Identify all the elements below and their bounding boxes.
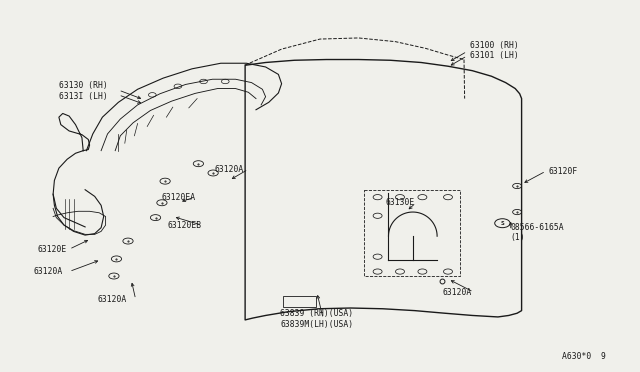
Text: 63839 (RH)(USA)
63839M(LH)(USA): 63839 (RH)(USA) 63839M(LH)(USA) <box>280 309 353 328</box>
Text: 63120A: 63120A <box>214 165 244 174</box>
Bar <box>283 296 316 307</box>
Text: S: S <box>500 221 504 226</box>
Text: 63120A: 63120A <box>97 295 127 304</box>
Text: 63120F: 63120F <box>548 167 578 176</box>
Text: 63120A: 63120A <box>443 288 472 296</box>
Text: 63130E: 63130E <box>386 198 415 207</box>
Text: 63120EB: 63120EB <box>168 221 202 230</box>
Text: 63130 (RH)
6313I (LH): 63130 (RH) 6313I (LH) <box>59 81 108 101</box>
Text: A630*0  9: A630*0 9 <box>562 352 606 360</box>
Text: 63120A: 63120A <box>33 267 63 276</box>
Text: 63120EA: 63120EA <box>161 193 195 202</box>
Text: 63120E: 63120E <box>37 245 67 254</box>
Text: 08566-6165A
(1): 08566-6165A (1) <box>511 223 564 242</box>
Text: 63100 (RH)
63101 (LH): 63100 (RH) 63101 (LH) <box>470 41 519 60</box>
